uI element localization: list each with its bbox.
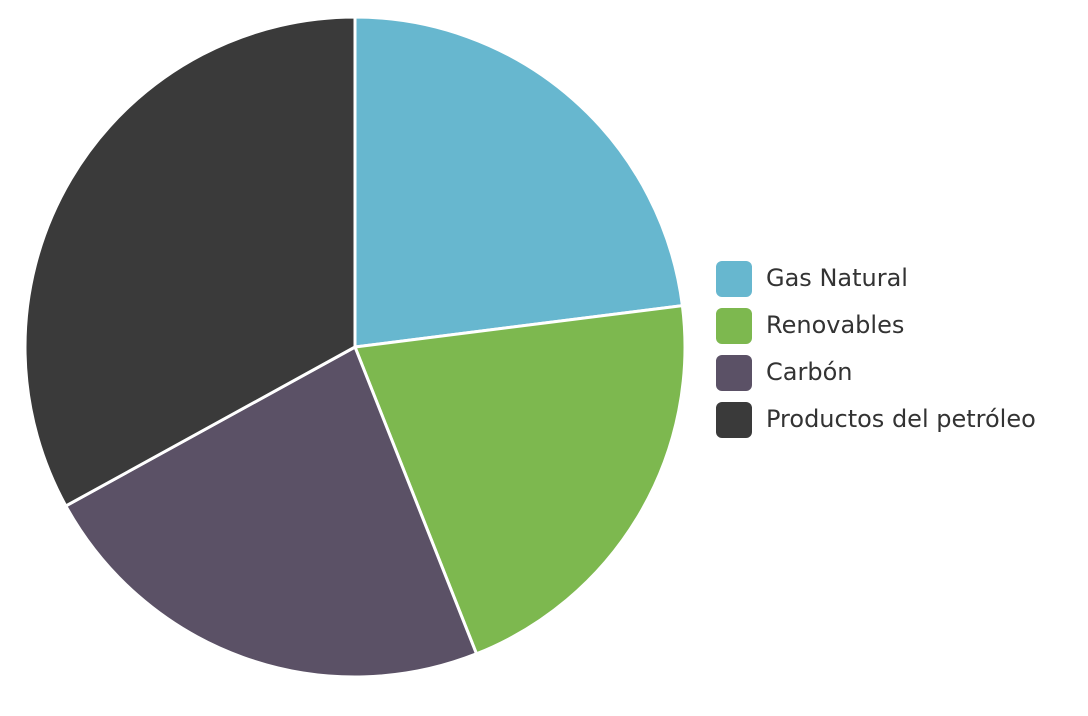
pie-slice	[352, 303, 687, 656]
legend-label: Carbón	[766, 358, 852, 386]
pie-slice	[63, 344, 479, 679]
legend-label: Gas Natural	[766, 264, 908, 292]
pie-slice	[23, 15, 357, 509]
legend-label: Renovables	[766, 311, 904, 339]
legend-swatch	[716, 355, 752, 391]
legend-swatch	[716, 402, 752, 438]
legend-label: Productos del petróleo	[766, 405, 1036, 433]
pie-slice	[353, 15, 685, 349]
legend-swatch	[716, 261, 752, 297]
legend-swatch	[716, 308, 752, 344]
